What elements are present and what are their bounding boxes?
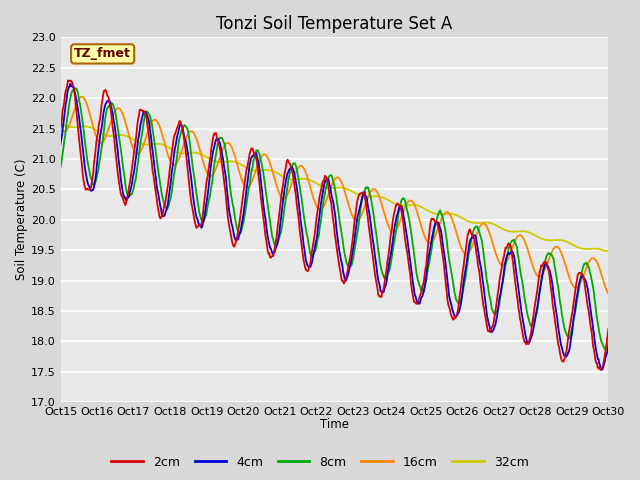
X-axis label: Time: Time [320,419,349,432]
Title: Tonzi Soil Temperature Set A: Tonzi Soil Temperature Set A [216,15,452,33]
Y-axis label: Soil Temperature (C): Soil Temperature (C) [15,159,28,280]
Legend: 2cm, 4cm, 8cm, 16cm, 32cm: 2cm, 4cm, 8cm, 16cm, 32cm [106,451,534,474]
Text: TZ_fmet: TZ_fmet [74,48,131,60]
